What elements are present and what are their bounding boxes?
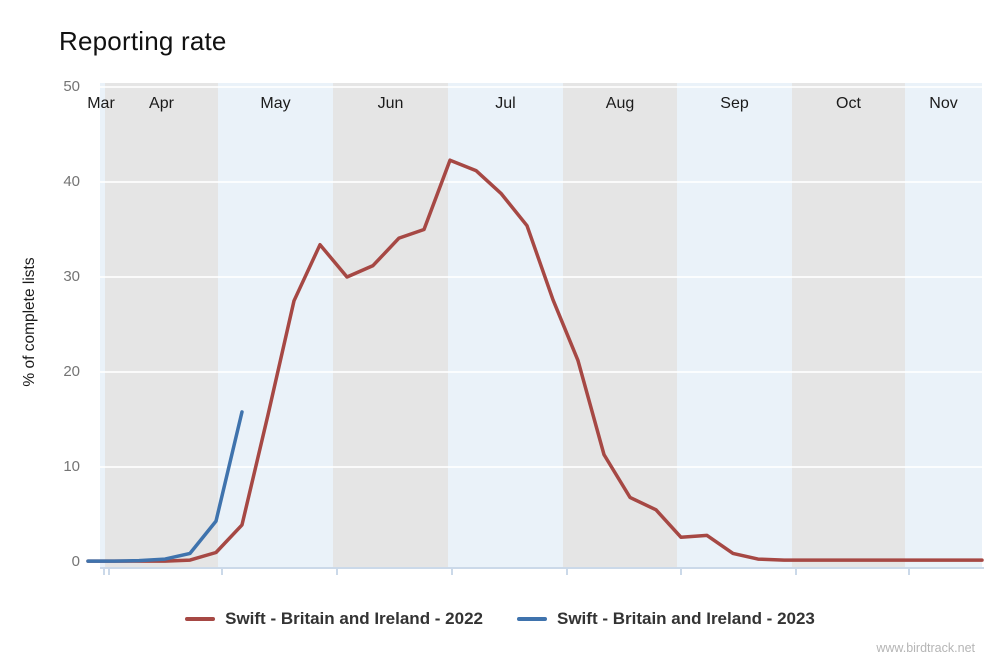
y-axis-label-10: 10 [63, 458, 80, 475]
gridline-50 [100, 86, 982, 88]
y-axis-label-0: 0 [71, 553, 80, 570]
legend-label-2023: Swift - Britain and Ireland - 2023 [557, 609, 815, 628]
month-band-oct [792, 83, 905, 567]
legend-item-2022[interactable]: Swift - Britain and Ireland - 2022 [185, 609, 483, 629]
x-axis-line [100, 567, 984, 569]
watermark: www.birdtrack.net [876, 641, 975, 655]
legend-swatch-2022 [185, 617, 216, 621]
month-band-jul [448, 83, 563, 567]
x-axis-tick [908, 568, 910, 575]
series-line-2022[interactable] [86, 158, 984, 563]
y-axis-label-40: 40 [63, 173, 80, 190]
x-axis-tick [795, 568, 797, 575]
y-axis-title: % of complete lists [21, 257, 38, 387]
month-label-aug: Aug [605, 95, 635, 112]
gridline-40 [100, 181, 982, 183]
legend-item-2023[interactable]: Swift - Britain and Ireland - 2023 [517, 609, 815, 629]
gridline-20 [100, 371, 982, 373]
y-axis-label-30: 30 [63, 268, 80, 285]
month-band-sep [677, 83, 792, 567]
gridline-30 [100, 276, 982, 278]
month-band-nov [905, 83, 982, 567]
x-axis-tick [680, 568, 682, 575]
legend-swatch-2023 [517, 617, 547, 621]
plot-area: Mar Apr May Jun Jul Aug Sep Oct Nov [86, 83, 984, 575]
gridline-10 [100, 466, 982, 468]
month-band-apr [105, 83, 218, 567]
series-line-2023[interactable] [86, 410, 244, 563]
month-label-jun: Jun [377, 95, 404, 112]
legend: Swift - Britain and Ireland - 2022 Swift… [0, 609, 1000, 629]
y-axis-label-50: 50 [63, 78, 80, 95]
x-axis-tick [566, 568, 568, 575]
x-axis-tick [221, 568, 223, 575]
x-axis-tick [103, 568, 105, 575]
month-label-nov: Nov [929, 95, 958, 112]
month-label-apr: Apr [149, 95, 174, 112]
month-band-aug [563, 83, 677, 567]
month-label-jul: Jul [495, 95, 516, 112]
month-label-may: May [260, 95, 291, 112]
month-band-may [218, 83, 333, 567]
month-label-oct: Oct [836, 95, 861, 112]
x-axis-tick [336, 568, 338, 575]
month-label-sep: Sep [720, 95, 749, 112]
x-axis-tick [451, 568, 453, 575]
legend-label-2022: Swift - Britain and Ireland - 2022 [225, 609, 483, 628]
x-axis-tick [108, 568, 110, 575]
chart-title: Reporting rate [59, 26, 227, 56]
month-band-mar [100, 83, 105, 567]
series-layer [86, 158, 984, 563]
month-band-jun [333, 83, 448, 567]
month-label-mar: Mar [87, 95, 115, 112]
y-axis-label-20: 20 [63, 363, 80, 380]
